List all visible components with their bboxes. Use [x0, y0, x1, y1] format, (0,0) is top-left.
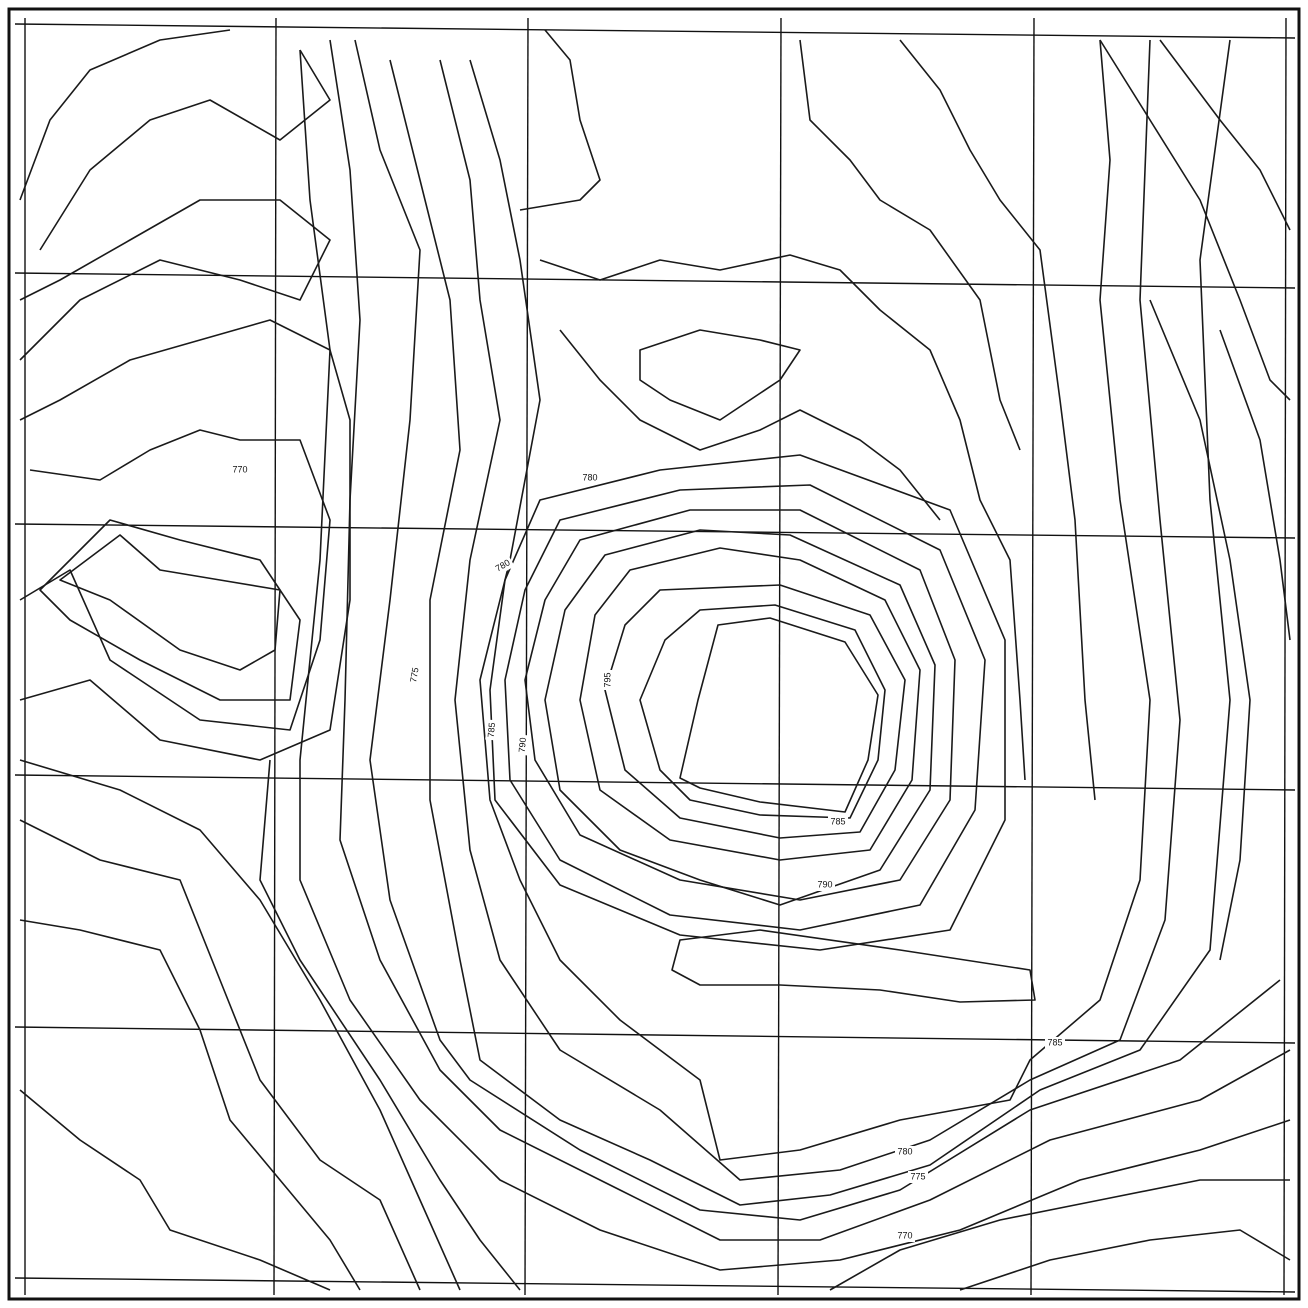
- elevation-label: 770: [232, 464, 247, 474]
- page: 770 780 780 775 795 785 790 785 790 785 …: [0, 0, 1308, 1308]
- elevation-label: 785: [486, 722, 497, 738]
- elevation-label: 780: [897, 1146, 912, 1156]
- contour-label: 785: [485, 720, 499, 741]
- elevation-label: 770: [897, 1230, 912, 1240]
- contour-label: 785: [828, 816, 848, 828]
- elevation-label: 780: [582, 472, 597, 482]
- elevation-label: 785: [1047, 1037, 1062, 1047]
- elevation-label: 790: [817, 879, 832, 889]
- contour-label: 795: [602, 670, 614, 690]
- contour-label: 790: [815, 879, 835, 891]
- contour-label: 790: [516, 735, 530, 756]
- contour-label: 785: [1045, 1037, 1065, 1049]
- elevation-label: 790: [517, 737, 528, 753]
- contour-label: 780: [895, 1146, 915, 1158]
- topographic-map: 770 780 780 775 795 785 790 785 790 785 …: [0, 0, 1308, 1308]
- contour-label: 780: [580, 472, 600, 484]
- elevation-label: 775: [910, 1171, 925, 1181]
- background: [0, 0, 1308, 1308]
- contour-label: 775: [908, 1171, 928, 1183]
- elevation-label: 795: [602, 672, 612, 687]
- contour-label: 770: [895, 1230, 915, 1242]
- contour-label: 770: [230, 464, 250, 476]
- elevation-label: 785: [830, 816, 845, 826]
